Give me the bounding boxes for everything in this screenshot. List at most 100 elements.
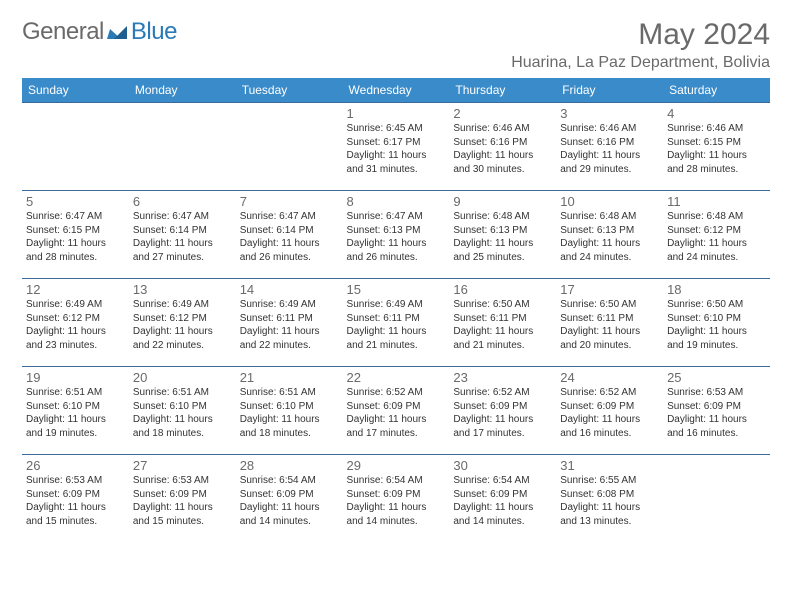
calendar-empty-cell [22,103,129,191]
calendar-day-cell: 27Sunrise: 6:53 AMSunset: 6:09 PMDayligh… [129,455,236,543]
day-info: Sunrise: 6:54 AMSunset: 6:09 PMDaylight:… [240,474,339,528]
day-number: 12 [26,282,125,297]
day-info: Sunrise: 6:49 AMSunset: 6:12 PMDaylight:… [26,298,125,352]
calendar-day-cell: 9Sunrise: 6:48 AMSunset: 6:13 PMDaylight… [449,191,556,279]
day-number: 28 [240,458,339,473]
day-info-line: and 18 minutes. [133,427,232,441]
day-info-line: Sunrise: 6:46 AM [560,122,659,136]
day-info-line: Sunrise: 6:46 AM [667,122,766,136]
day-info-line: Sunset: 6:14 PM [133,224,232,238]
weekday-header: Thursday [449,78,556,103]
day-info-line: Daylight: 11 hours [667,237,766,251]
day-number: 3 [560,106,659,121]
day-info: Sunrise: 6:54 AMSunset: 6:09 PMDaylight:… [347,474,446,528]
day-info-line: and 31 minutes. [347,163,446,177]
day-info-line: Sunrise: 6:45 AM [347,122,446,136]
day-info-line: Daylight: 11 hours [560,413,659,427]
calendar-day-cell: 15Sunrise: 6:49 AMSunset: 6:11 PMDayligh… [343,279,450,367]
calendar-empty-cell [236,103,343,191]
day-info-line: Sunset: 6:09 PM [347,400,446,414]
day-number: 25 [667,370,766,385]
day-info: Sunrise: 6:51 AMSunset: 6:10 PMDaylight:… [240,386,339,440]
day-number: 4 [667,106,766,121]
day-info-line: Sunrise: 6:54 AM [240,474,339,488]
day-info-line: Sunrise: 6:49 AM [133,298,232,312]
day-info-line: Sunset: 6:13 PM [453,224,552,238]
calendar-day-cell: 19Sunrise: 6:51 AMSunset: 6:10 PMDayligh… [22,367,129,455]
day-info-line: and 30 minutes. [453,163,552,177]
weekday-header: Friday [556,78,663,103]
day-info-line: Sunset: 6:09 PM [347,488,446,502]
day-info: Sunrise: 6:51 AMSunset: 6:10 PMDaylight:… [133,386,232,440]
day-info-line: and 20 minutes. [560,339,659,353]
day-info-line: and 15 minutes. [26,515,125,529]
day-info: Sunrise: 6:51 AMSunset: 6:10 PMDaylight:… [26,386,125,440]
day-number: 29 [347,458,446,473]
day-number: 20 [133,370,232,385]
day-info-line: and 22 minutes. [240,339,339,353]
month-title: May 2024 [511,18,770,52]
day-info-line: Sunset: 6:10 PM [133,400,232,414]
day-info: Sunrise: 6:49 AMSunset: 6:11 PMDaylight:… [240,298,339,352]
day-number: 5 [26,194,125,209]
day-info-line: Sunrise: 6:52 AM [560,386,659,400]
day-info-line: and 19 minutes. [667,339,766,353]
day-info-line: and 14 minutes. [453,515,552,529]
day-info-line: Sunrise: 6:50 AM [667,298,766,312]
day-number: 14 [240,282,339,297]
day-info: Sunrise: 6:53 AMSunset: 6:09 PMDaylight:… [133,474,232,528]
day-number: 1 [347,106,446,121]
calendar-week-row: 1Sunrise: 6:45 AMSunset: 6:17 PMDaylight… [22,103,770,191]
day-info-line: Sunset: 6:12 PM [667,224,766,238]
calendar-day-cell: 29Sunrise: 6:54 AMSunset: 6:09 PMDayligh… [343,455,450,543]
day-info-line: Daylight: 11 hours [347,325,446,339]
calendar-week-row: 26Sunrise: 6:53 AMSunset: 6:09 PMDayligh… [22,455,770,543]
day-info-line: and 18 minutes. [240,427,339,441]
calendar-day-cell: 7Sunrise: 6:47 AMSunset: 6:14 PMDaylight… [236,191,343,279]
day-info-line: Sunrise: 6:54 AM [453,474,552,488]
day-info-line: Daylight: 11 hours [26,501,125,515]
day-info-line: Sunset: 6:11 PM [347,312,446,326]
day-info: Sunrise: 6:49 AMSunset: 6:11 PMDaylight:… [347,298,446,352]
day-info-line: and 27 minutes. [133,251,232,265]
day-info-line: and 25 minutes. [453,251,552,265]
day-info: Sunrise: 6:55 AMSunset: 6:08 PMDaylight:… [560,474,659,528]
day-info-line: Sunset: 6:11 PM [560,312,659,326]
day-number: 16 [453,282,552,297]
brand-logo: General Blue [22,18,177,46]
day-info-line: and 26 minutes. [240,251,339,265]
calendar-day-cell: 31Sunrise: 6:55 AMSunset: 6:08 PMDayligh… [556,455,663,543]
day-info-line: Sunrise: 6:49 AM [26,298,125,312]
calendar-day-cell: 21Sunrise: 6:51 AMSunset: 6:10 PMDayligh… [236,367,343,455]
day-info-line: Sunrise: 6:51 AM [133,386,232,400]
day-info-line: Sunset: 6:11 PM [453,312,552,326]
day-info-line: Sunset: 6:10 PM [26,400,125,414]
day-info-line: Sunrise: 6:53 AM [133,474,232,488]
day-number: 23 [453,370,552,385]
day-info-line: Sunrise: 6:55 AM [560,474,659,488]
calendar-day-cell: 17Sunrise: 6:50 AMSunset: 6:11 PMDayligh… [556,279,663,367]
day-info-line: Daylight: 11 hours [26,413,125,427]
day-info: Sunrise: 6:48 AMSunset: 6:13 PMDaylight:… [453,210,552,264]
day-info-line: Daylight: 11 hours [26,237,125,251]
calendar-day-cell: 24Sunrise: 6:52 AMSunset: 6:09 PMDayligh… [556,367,663,455]
calendar-day-cell: 12Sunrise: 6:49 AMSunset: 6:12 PMDayligh… [22,279,129,367]
calendar-day-cell: 26Sunrise: 6:53 AMSunset: 6:09 PMDayligh… [22,455,129,543]
day-info-line: and 16 minutes. [667,427,766,441]
logo-mark-icon [107,23,127,39]
day-info-line: Sunrise: 6:49 AM [347,298,446,312]
weekday-header: Sunday [22,78,129,103]
day-info-line: Daylight: 11 hours [240,325,339,339]
day-info-line: Sunrise: 6:47 AM [240,210,339,224]
day-info-line: and 24 minutes. [560,251,659,265]
day-info-line: Sunset: 6:09 PM [133,488,232,502]
day-info: Sunrise: 6:50 AMSunset: 6:11 PMDaylight:… [453,298,552,352]
day-info-line: Sunrise: 6:51 AM [240,386,339,400]
calendar-day-cell: 14Sunrise: 6:49 AMSunset: 6:11 PMDayligh… [236,279,343,367]
day-number: 26 [26,458,125,473]
day-info: Sunrise: 6:48 AMSunset: 6:13 PMDaylight:… [560,210,659,264]
day-info-line: Sunrise: 6:46 AM [453,122,552,136]
calendar-day-cell: 23Sunrise: 6:52 AMSunset: 6:09 PMDayligh… [449,367,556,455]
day-info-line: Sunrise: 6:48 AM [453,210,552,224]
day-info-line: Daylight: 11 hours [560,149,659,163]
